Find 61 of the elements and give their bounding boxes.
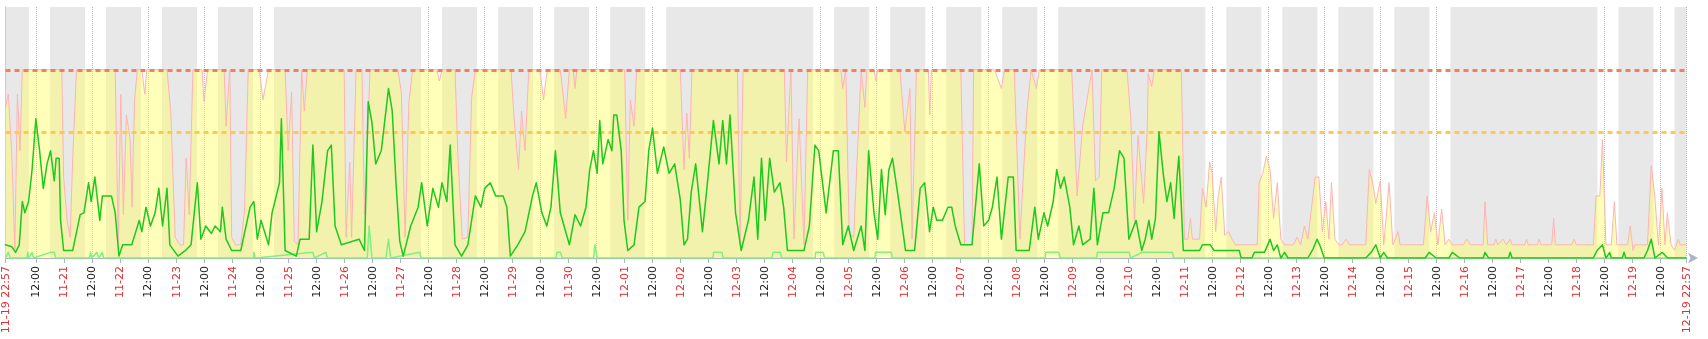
x-tick-label: 12:00 xyxy=(1149,266,1163,298)
x-tick-label: 12:00 xyxy=(701,266,715,298)
x-tick-label: 12:00 xyxy=(1597,266,1611,298)
x-tick-label: 12-12 xyxy=(1233,266,1247,298)
x-tick-label: 12:00 xyxy=(757,266,771,298)
x-tick-label: 12:00 xyxy=(141,266,155,298)
x-tick-label: 12:00 xyxy=(589,266,603,298)
x-tick-label: 11-25 xyxy=(281,266,295,298)
x-tick-label: 12:00 xyxy=(1261,266,1275,298)
x-tick-label: 11-30 xyxy=(561,266,575,298)
x-tick-label: 12-16 xyxy=(1457,266,1471,298)
x-tick-label: 12:00 xyxy=(85,266,99,298)
x-tick-label: 12-17 xyxy=(1513,266,1527,298)
x-tick-label: 12-08 xyxy=(1009,266,1023,298)
x-tick-label: 12:00 xyxy=(1653,266,1667,298)
x-tick-label: 12:00 xyxy=(1541,266,1555,298)
x-tick-label: 12:00 xyxy=(869,266,883,298)
x-tick-label: 12:00 xyxy=(477,266,491,298)
x-tick-label: 12-19 xyxy=(1625,266,1639,298)
x-tick-label: 12-18 xyxy=(1569,266,1583,298)
x-tick-label: 12-09 xyxy=(1065,266,1079,298)
x-tick-label: 12:00 xyxy=(421,266,435,298)
x-tick-label: 12-19 22:57 xyxy=(1679,266,1693,334)
x-tick-label: 11-19 22:57 xyxy=(0,266,12,334)
x-tick-label: 12:00 xyxy=(645,266,659,298)
x-tick-label: 12:00 xyxy=(29,266,43,298)
x-tick-label: 12:00 xyxy=(309,266,323,298)
x-tick-label: 11-27 xyxy=(393,266,407,298)
x-tick-label: 12:00 xyxy=(1093,266,1107,298)
x-tick-label: 12:00 xyxy=(1429,266,1443,298)
x-tick-label: 12:00 xyxy=(365,266,379,298)
x-tick-label: 11-21 xyxy=(57,266,71,298)
x-tick-label: 12:00 xyxy=(1373,266,1387,298)
x-tick-label: 12-03 xyxy=(729,266,743,298)
x-tick-label: 12:00 xyxy=(1037,266,1051,298)
x-tick-label: 12-04 xyxy=(785,266,799,298)
x-tick-label: 11-23 xyxy=(169,266,183,298)
x-tick-label: 12:00 xyxy=(981,266,995,298)
x-tick-label: 12-05 xyxy=(841,266,855,298)
x-tick-label: 12-10 xyxy=(1121,266,1135,298)
x-tick-label: 11-24 xyxy=(225,266,239,298)
x-tick-label: 12-02 xyxy=(673,266,687,298)
x-tick-label: 11-29 xyxy=(505,266,519,298)
x-tick-label: 12:00 xyxy=(925,266,939,298)
x-tick-label: 12:00 xyxy=(197,266,211,298)
x-tick-label: 12-11 xyxy=(1177,266,1191,298)
x-tick-label: 11-22 xyxy=(113,266,127,298)
x-tick-label: 11-28 xyxy=(449,266,463,298)
x-tick-label: 12:00 xyxy=(253,266,267,298)
x-tick-label: 12-06 xyxy=(897,266,911,298)
x-tick-label: 12:00 xyxy=(1485,266,1499,298)
x-tick-label: 12:00 xyxy=(1205,266,1219,298)
x-tick-label: 12:00 xyxy=(813,266,827,298)
x-tick-label: 12-07 xyxy=(953,266,967,298)
x-tick-label: 12-13 xyxy=(1289,266,1303,298)
x-tick-label: 12:00 xyxy=(1317,266,1331,298)
x-tick-label: 12-14 xyxy=(1345,266,1359,298)
x-tick-label: 12:00 xyxy=(533,266,547,298)
x-tick-label: 11-26 xyxy=(337,266,351,298)
x-tick-label: 12-01 xyxy=(617,266,631,298)
x-tick-label: 12-15 xyxy=(1401,266,1415,298)
